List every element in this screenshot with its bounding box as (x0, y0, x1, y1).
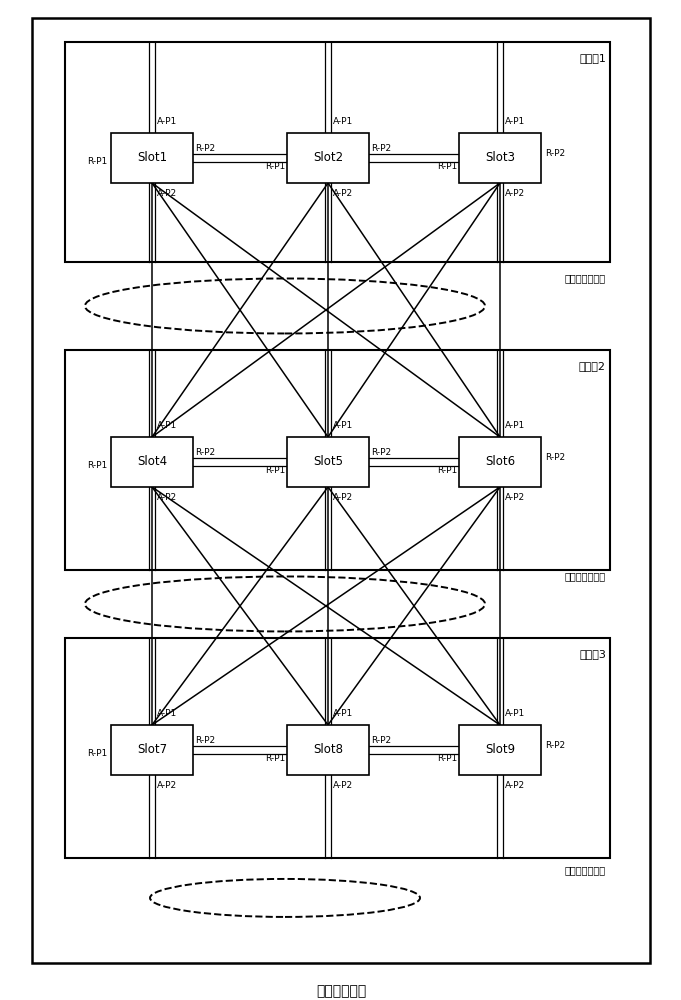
Text: A-P2: A-P2 (333, 493, 353, 502)
Text: R-P1: R-P1 (265, 162, 285, 171)
Bar (459, 133, 541, 183)
Text: R-P2: R-P2 (545, 149, 565, 158)
Bar (111, 725, 193, 775)
Text: R-P1: R-P1 (86, 461, 107, 470)
Text: A-P1: A-P1 (505, 709, 525, 718)
Text: R-P2: R-P2 (195, 144, 215, 153)
Text: A-P1: A-P1 (505, 421, 525, 430)
Text: R-P2: R-P2 (371, 736, 391, 745)
Text: R-P1: R-P1 (265, 466, 285, 475)
Text: A-P2: A-P2 (505, 189, 525, 198)
Text: Slot3: Slot3 (485, 151, 515, 164)
Text: Slot9: Slot9 (485, 743, 515, 756)
Bar (287, 437, 369, 487)
Text: A-P1: A-P1 (157, 421, 177, 430)
Text: 组间堆叠聚合组: 组间堆叠聚合组 (565, 273, 606, 283)
Bar (111, 437, 193, 487)
Text: 堆叠组3: 堆叠组3 (579, 649, 606, 659)
Text: Slot5: Slot5 (313, 455, 343, 468)
Bar (459, 437, 541, 487)
Bar (65, 350, 610, 570)
Text: Slot7: Slot7 (137, 743, 167, 756)
Text: A-P2: A-P2 (505, 493, 525, 502)
Text: A-P2: A-P2 (333, 781, 353, 790)
Text: A-P1: A-P1 (157, 117, 177, 126)
Text: A-P2: A-P2 (333, 189, 353, 198)
Bar (65, 638, 610, 858)
Text: Slot2: Slot2 (313, 151, 343, 164)
Text: R-P2: R-P2 (545, 453, 565, 462)
Text: A-P1: A-P1 (333, 421, 353, 430)
Text: Slot8: Slot8 (313, 743, 343, 756)
Text: R-P1: R-P1 (437, 162, 457, 171)
Text: 堆叠组2: 堆叠组2 (579, 361, 606, 371)
Text: A-P1: A-P1 (333, 117, 353, 126)
Text: A-P1: A-P1 (157, 709, 177, 718)
Text: A-P2: A-P2 (157, 781, 177, 790)
Text: R-P2: R-P2 (195, 448, 215, 457)
Text: R-P1: R-P1 (86, 749, 107, 758)
Text: R-P2: R-P2 (371, 144, 391, 153)
Text: 矩阵堆叠系统: 矩阵堆叠系统 (316, 984, 366, 998)
Bar (287, 725, 369, 775)
Bar (287, 133, 369, 183)
Text: R-P1: R-P1 (437, 754, 457, 763)
Bar (65, 42, 610, 262)
Text: Slot6: Slot6 (485, 455, 515, 468)
Bar (459, 725, 541, 775)
Text: A-P2: A-P2 (505, 781, 525, 790)
Text: R-P2: R-P2 (195, 736, 215, 745)
Text: A-P1: A-P1 (333, 709, 353, 718)
Text: Slot4: Slot4 (137, 455, 167, 468)
Text: R-P1: R-P1 (437, 466, 457, 475)
Text: R-P2: R-P2 (371, 448, 391, 457)
Text: 组间堆叠聚合组: 组间堆叠聚合组 (565, 865, 606, 875)
Text: A-P1: A-P1 (505, 117, 525, 126)
Text: A-P2: A-P2 (157, 493, 177, 502)
Text: 组间堆叠聚合组: 组间堆叠聚合组 (565, 571, 606, 581)
Text: R-P1: R-P1 (265, 754, 285, 763)
Text: Slot1: Slot1 (137, 151, 167, 164)
Text: R-P1: R-P1 (86, 157, 107, 166)
Text: A-P2: A-P2 (157, 189, 177, 198)
Text: R-P2: R-P2 (545, 741, 565, 750)
Text: 堆叠组1: 堆叠组1 (579, 53, 606, 63)
Bar (111, 133, 193, 183)
